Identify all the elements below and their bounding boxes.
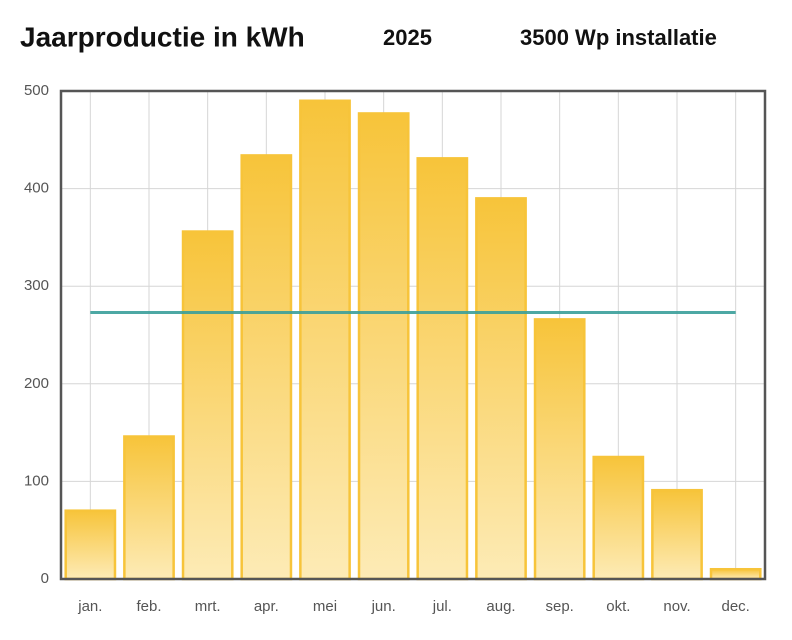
bar (123, 435, 175, 581)
x-tick-label: jul. (432, 598, 452, 615)
annotation: 3500 Wp installatie (520, 25, 717, 50)
x-tick-label: aug. (486, 598, 515, 615)
x-tick-label: sep. (545, 598, 573, 615)
bar (240, 154, 293, 581)
x-tick-label: mrt. (195, 598, 221, 615)
x-tick-label: dec. (721, 598, 749, 615)
x-tick-label: feb. (136, 598, 161, 615)
chart-subtitle: 2025 (383, 25, 432, 50)
bar (64, 509, 117, 581)
x-tick-label: jan. (77, 598, 102, 615)
y-tick-label: 200 (24, 375, 49, 392)
bar (475, 197, 527, 581)
bar (651, 488, 703, 581)
plot-border (59, 89, 767, 581)
bar (357, 112, 410, 581)
bar (299, 99, 351, 581)
bar (709, 567, 762, 581)
y-tick-label: 400 (24, 180, 49, 197)
x-tick-label: nov. (663, 598, 690, 615)
y-tick-label: 100 (24, 472, 49, 489)
bar (592, 455, 645, 581)
x-tick-label: okt. (606, 598, 630, 615)
x-tick-label: mei (313, 598, 337, 615)
bar (181, 230, 234, 581)
y-tick-label: 0 (41, 570, 49, 587)
x-tick-label: apr. (254, 598, 279, 615)
x-tick-label: jun. (371, 598, 396, 615)
y-tick-label: 300 (24, 277, 49, 294)
chart-title: Jaarproductie in kWh (20, 21, 305, 52)
bar (416, 157, 469, 581)
y-tick-label: 500 (24, 82, 49, 99)
bar (533, 318, 586, 581)
